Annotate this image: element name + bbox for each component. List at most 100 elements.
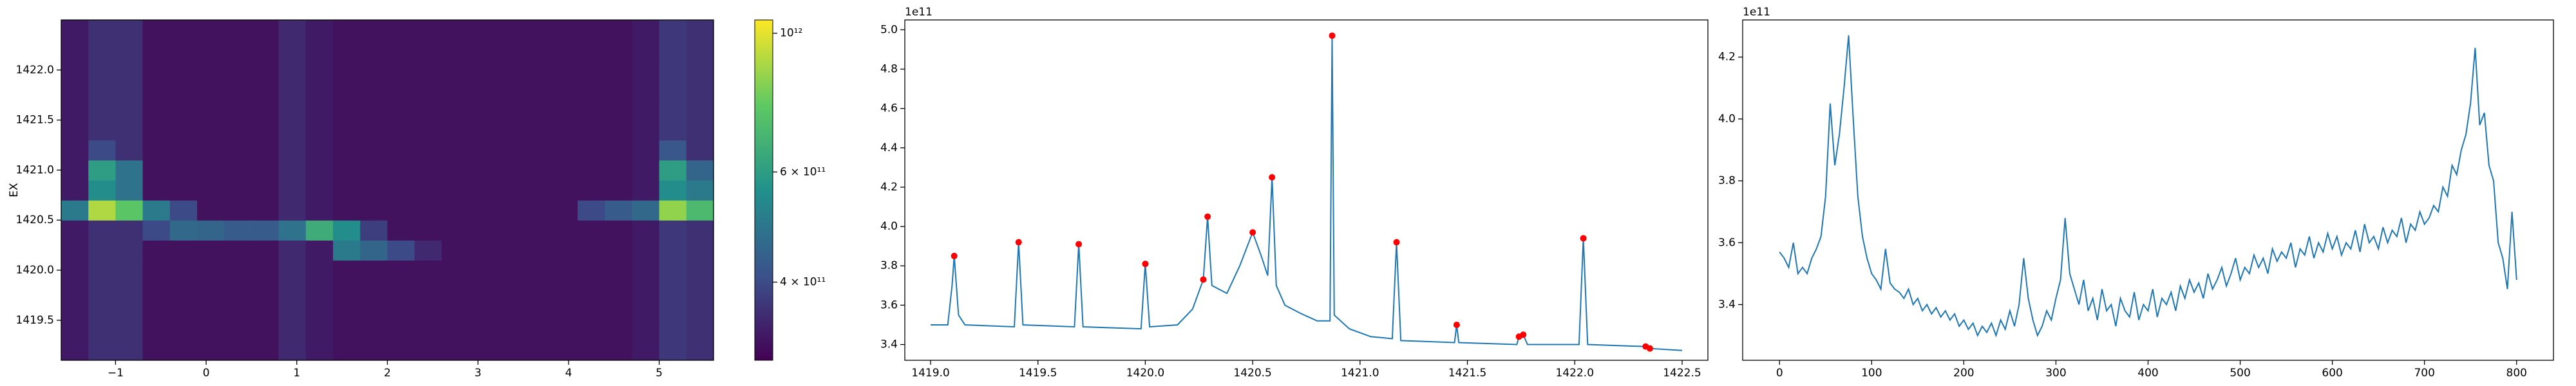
heatmap-cell [632,280,660,301]
heatmap-cell [142,160,171,181]
heatmap-cell [469,340,497,360]
heatmap-cell [659,140,687,161]
heatmap-cell [659,240,687,261]
heatmap-cell [88,220,117,241]
heatmap-cell [360,260,388,281]
heatmap-cell [61,80,89,101]
heatmap-cell [469,120,497,141]
x-tick-label: −1 [108,367,124,380]
heatmap-cell [686,120,714,141]
heatmap-cell [632,120,660,141]
heatmap-cell [115,100,144,121]
heatmap-cell [88,160,117,181]
heatmap-cell [496,20,524,41]
x-tick-label: 0 [203,367,210,380]
x-tick-label: 1422.5 [1663,367,1701,380]
heatmap-cell [523,20,551,41]
heatmap-cell [278,340,307,360]
heatmap-cell [550,220,578,241]
heatmap-cell [88,140,117,161]
heatmap-cell [605,240,632,261]
heatmap-cell [169,300,198,321]
heatmap-cell [441,80,469,101]
heatmap-cell [197,200,225,221]
heatmap-cell [142,40,171,60]
heatmap-cell [142,100,171,121]
heatmap-cell [251,280,279,301]
heatmap-cell [414,340,442,360]
heatmap-cell [197,340,225,360]
heatmap-cell [197,20,225,41]
peak-marker [1580,235,1587,242]
heatmap-cell [577,200,605,221]
heatmap-cell [550,300,578,321]
heatmap-cell [441,340,469,360]
heatmap-cell [251,220,279,241]
heatmap-cell [686,179,714,201]
peak-marker [951,252,958,259]
heatmap-cell [659,200,687,221]
heatmap-cell [197,100,225,121]
heatmap-cell [88,240,117,261]
heatmap-cell [577,240,605,261]
offset-text: 1e11 [1743,6,1770,19]
heatmap-cell [305,100,334,121]
heatmap-cell [360,280,388,301]
heatmap-cell [278,40,307,60]
heatmap-cell [414,100,442,121]
heatmap-cell [360,179,388,201]
heatmap-cell [441,300,469,321]
colorbar [754,19,773,361]
heatmap-cell [333,280,361,301]
heatmap-cell [360,200,388,221]
heatmap-cell [414,140,442,161]
heatmap-cell [686,300,714,321]
x-tick-label: 600 [2322,367,2342,380]
heatmap-cell [251,260,279,281]
heatmap-cell [605,280,632,301]
heatmap-cell [659,40,687,60]
heatmap-cell [441,120,469,141]
heatmap-cell [387,60,415,80]
heatmap-cell [659,220,687,241]
heatmap-cell [414,179,442,201]
heatmap-cell [496,240,524,261]
heatmap-cell [523,240,551,261]
heatmap-cell [632,200,660,221]
heatmap-cell [496,140,524,161]
heatmap-cell [387,220,415,241]
heatmap-cell [88,100,117,121]
heatmap-cell [414,120,442,141]
heatmap-cell [61,300,89,321]
y-tick-label: 3.4 [1718,298,1736,311]
x-tick-label: 0 [1776,367,1783,380]
heatmap-cell [360,80,388,101]
heatmap-cell [305,40,334,60]
heatmap-cell [197,240,225,261]
heatmap-cell [169,60,198,80]
heatmap-cell [169,320,198,341]
heatmap-cell [305,179,334,201]
y-tick-label: 4.0 [1718,113,1736,125]
heatmap-cell [333,340,361,360]
heatmap-cell [550,340,578,360]
y-tick-label: 1421.0 [16,163,54,176]
heatmap-cell [278,260,307,281]
heatmap-cell [115,120,144,141]
plot-area [931,32,1683,352]
peak-marker [1646,345,1653,352]
heatmap-cell [605,340,632,360]
heatmap-cell [197,260,225,281]
heatmap-cell [169,280,198,301]
heatmap-cell [441,100,469,121]
heatmap-cell [278,100,307,121]
heatmap-cell [305,200,334,221]
heatmap-cell [577,280,605,301]
heatmap-cell [659,160,687,181]
heatmap-cell [686,220,714,241]
heatmap-cell [115,260,144,281]
x-tick-label: 5 [656,367,663,380]
heatmap-cell [224,120,252,141]
heatmap-cell [523,340,551,360]
colorbar-tick-label: 4 × 10¹¹ [780,276,826,289]
